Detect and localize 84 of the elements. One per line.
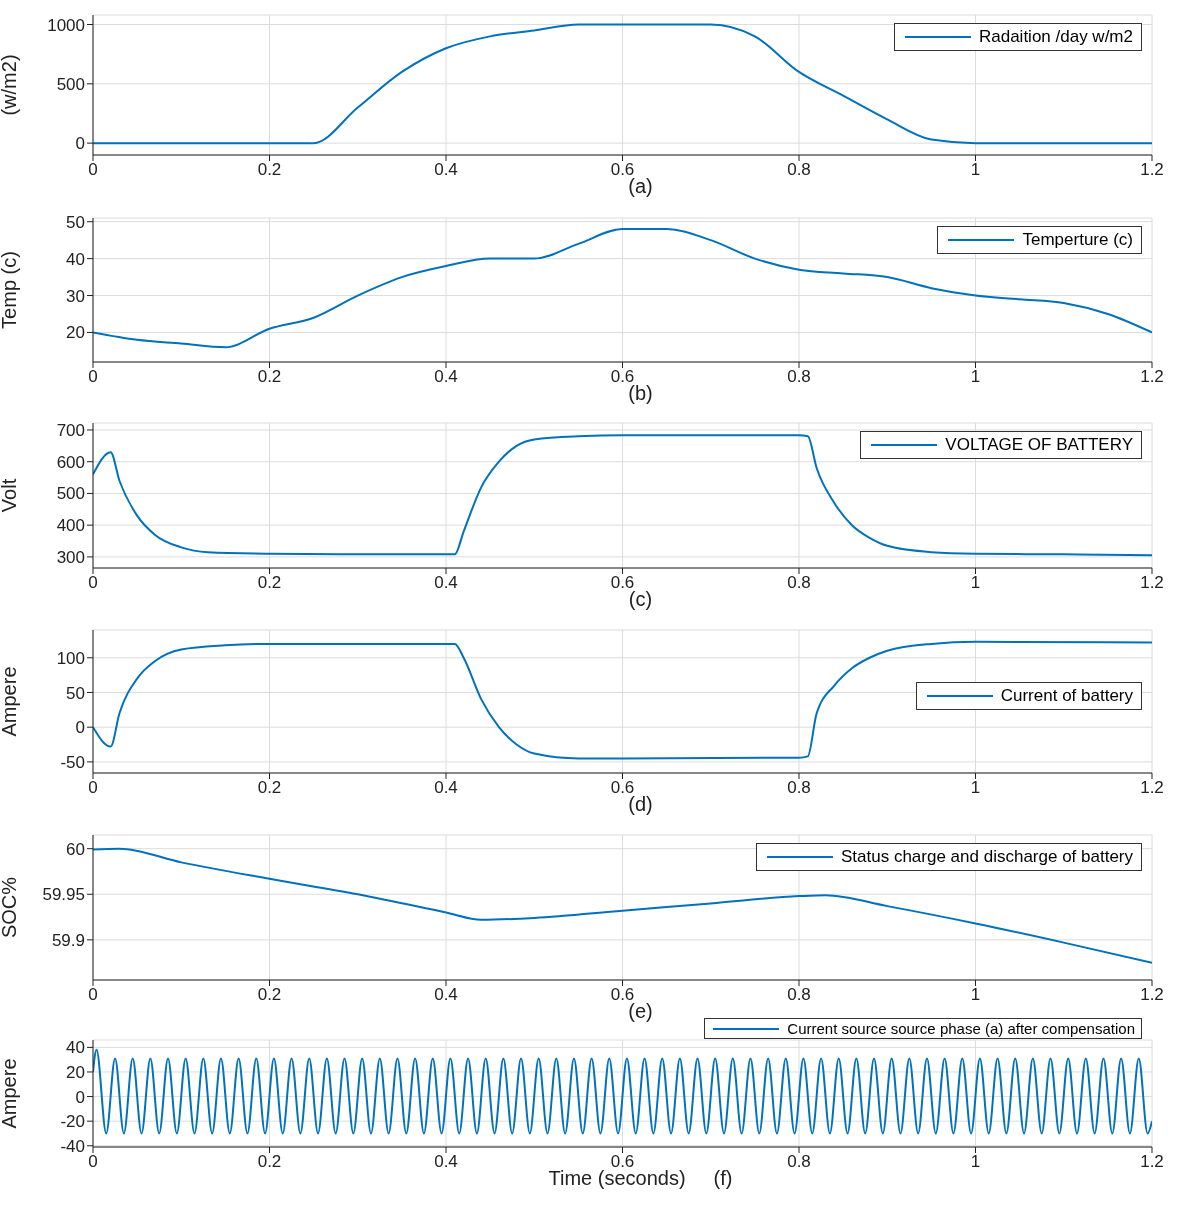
- x-tick-label: 1: [970, 573, 981, 593]
- y-axis-title: Ampere: [0, 1058, 21, 1129]
- x-tick-label: 1.2: [1140, 1152, 1164, 1172]
- line-series: [93, 228, 1152, 349]
- x-tick-label: 1: [970, 1152, 981, 1172]
- x-tick-label: 1: [970, 985, 981, 1005]
- y-tick-label: 700: [56, 421, 85, 441]
- y-axis-title: SOC%: [0, 876, 21, 939]
- line-series: [93, 1048, 1152, 1135]
- x-tick-label: 1.2: [1140, 367, 1164, 387]
- y-tick-label: 500: [56, 484, 85, 504]
- x-tick-label: 0.8: [787, 985, 811, 1005]
- x-tick-label: 1: [970, 778, 981, 798]
- x-tick-label: 0: [88, 573, 98, 593]
- x-tick-label: 1: [970, 367, 981, 387]
- y-tick-label: 600: [56, 452, 85, 472]
- line-series: [93, 847, 1152, 964]
- legend-label: VOLTAGE OF BATTERY: [945, 435, 1133, 455]
- x-tick-label: 0: [88, 160, 98, 180]
- x-tick-label: 0.2: [257, 573, 282, 593]
- x-tick-label: 1: [970, 160, 981, 180]
- y-tick-label: 50: [66, 212, 85, 232]
- y-axis-title: Temp (c): [0, 251, 21, 329]
- legend-label: Current source source phase (a) after compensation: [787, 1020, 1135, 1037]
- x-tick-label: 0.2: [257, 985, 282, 1005]
- x-tick-label: 0.2: [257, 160, 282, 180]
- y-tick-label: 59.9: [51, 930, 85, 950]
- x-tick-label: 0.4: [434, 573, 458, 593]
- text: (b): [628, 382, 653, 404]
- x-tick-label: 0: [88, 985, 98, 1005]
- y-tick-label: 40: [66, 249, 85, 269]
- x-tick-label: 0.2: [257, 1152, 282, 1172]
- x-tick-label: 0.4: [434, 367, 458, 387]
- x-tick-label: 0: [88, 1152, 98, 1172]
- text: (e): [628, 1000, 653, 1022]
- y-tick-label: -50: [60, 752, 85, 772]
- y-tick-label: 0: [75, 718, 85, 738]
- y-tick-label: -40: [60, 1136, 85, 1156]
- text: (f): [713, 1167, 733, 1189]
- x-tick-label: 0.2: [257, 367, 282, 387]
- y-tick-label: 20: [66, 323, 85, 343]
- y-tick-label: 50: [66, 683, 85, 703]
- legend-label: Temperture (c): [1022, 230, 1133, 250]
- text: (a): [628, 175, 653, 197]
- y-tick-label: 30: [66, 286, 85, 306]
- x-tick-label: 0.8: [787, 778, 811, 798]
- y-axis-title: (w/m2): [0, 54, 21, 116]
- y-tick-label: 40: [66, 1038, 85, 1058]
- y-tick-label: 0: [75, 1087, 85, 1107]
- x-tick-label: 0.8: [787, 1152, 811, 1172]
- y-tick-label: -20: [60, 1112, 85, 1132]
- y-axis-title: Ampere: [0, 666, 21, 737]
- y-tick-label: 60: [66, 839, 85, 859]
- x-tick-label: 1.2: [1140, 985, 1164, 1005]
- y-tick-label: 300: [56, 547, 85, 567]
- x-tick-label: 1.2: [1140, 160, 1164, 180]
- line-series: [93, 23, 1152, 145]
- line-series: [93, 640, 1152, 760]
- x-tick-label: 0.4: [434, 985, 458, 1005]
- x-tick-label: 0.4: [434, 778, 458, 798]
- x-tick-label: 0.8: [787, 160, 811, 180]
- x-tick-label: 0: [88, 778, 98, 798]
- x-tick-label: 0.2: [257, 778, 282, 798]
- x-tick-label: 0.4: [434, 160, 458, 180]
- y-tick-label: 1000: [47, 15, 85, 35]
- x-tick-label: 1.2: [1140, 778, 1164, 798]
- legend-label: Current of battery: [1000, 685, 1133, 706]
- y-tick-label: 500: [56, 74, 85, 94]
- x-tick-label: 0.8: [787, 573, 811, 593]
- text: (c): [628, 588, 653, 610]
- y-tick-label: 59.95: [42, 885, 85, 905]
- y-tick-label: 400: [56, 516, 85, 536]
- x-tick-label: 0.4: [434, 1152, 458, 1172]
- x-tick-label: 0: [88, 367, 98, 387]
- legend-label: Status charge and discharge of battery: [840, 847, 1133, 867]
- y-tick-label: 100: [56, 648, 85, 668]
- x-tick-label: 1.2: [1140, 573, 1164, 593]
- y-axis-title: Volt: [0, 478, 21, 513]
- text: (d): [628, 793, 653, 815]
- legend-label: Radaition /day w/m2: [978, 27, 1133, 47]
- x-tick-label: 0.8: [787, 367, 811, 387]
- y-tick-label: 20: [66, 1063, 85, 1083]
- line-series: [93, 434, 1152, 557]
- y-tick-label: 0: [75, 134, 85, 154]
